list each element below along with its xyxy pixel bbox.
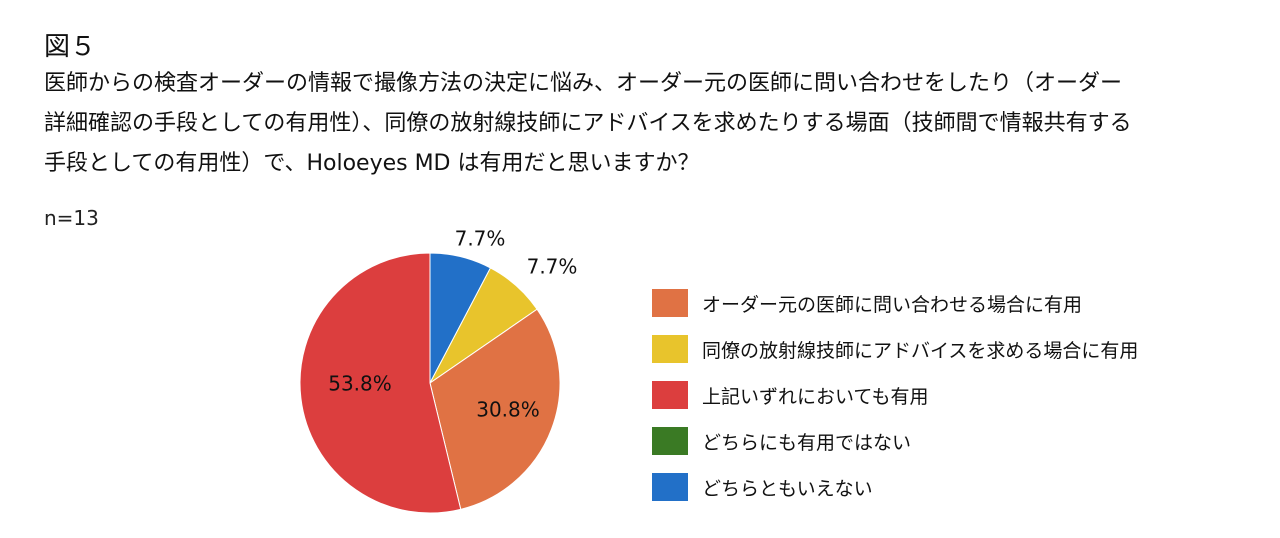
legend-item-both: 上記いずれにおいても有用 [652,372,1138,418]
pie-label-undecided: 7.7% [455,227,506,251]
legend-item-undecided: どちらともいえない [652,464,1138,510]
figure-label: 図５ [44,32,97,62]
question-line-3: 手段としての有用性）で、Holoeyes MD は有用だと思いますか？ [44,151,700,176]
legend-label-undecided: どちらともいえない [702,477,873,500]
sample-size: n=13 [44,206,99,230]
pie-slice-both [299,252,462,514]
pie-label-both: 53.8% [328,372,392,396]
legend-swatch-undecided [652,473,688,501]
question-line-1: 医師からの検査オーダーの情報で撮像方法の決定に悩み、オーダー元の医師に問い合わせ… [44,71,1123,96]
pie-slice-order-doctor [429,308,561,510]
legend-label-order-doctor: オーダー元の医師に問い合わせる場合に有用 [702,293,1083,316]
pie-label-colleague: 7.7% [527,255,578,279]
pie-label-order-doctor: 30.8% [476,398,540,422]
legend-label-neither: どちらにも有用ではない [702,431,912,454]
legend-swatch-colleague [652,335,688,363]
legend-label-both: 上記いずれにおいても有用 [702,385,929,408]
legend-label-colleague: 同僚の放射線技師にアドバイスを求める場合に有用 [702,339,1139,362]
legend-swatch-both [652,381,688,409]
legend-item-order-doctor: オーダー元の医師に問い合わせる場合に有用 [652,280,1138,326]
question-text: 医師からの検査オーダーの情報で撮像方法の決定に悩み、オーダー元の医師に問い合わせ… [44,64,1244,184]
legend-swatch-order-doctor [652,289,688,317]
legend-item-neither: どちらにも有用ではない [652,418,1138,464]
legend-item-colleague: 同僚の放射線技師にアドバイスを求める場合に有用 [652,326,1138,372]
legend: オーダー元の医師に問い合わせる場合に有用 同僚の放射線技師にアドバイスを求める場… [652,280,1138,510]
legend-swatch-neither [652,427,688,455]
question-line-2: 詳細確認の手段としての有用性）、同僚の放射線技師にアドバイスを求めたりする場面（… [44,111,1132,136]
